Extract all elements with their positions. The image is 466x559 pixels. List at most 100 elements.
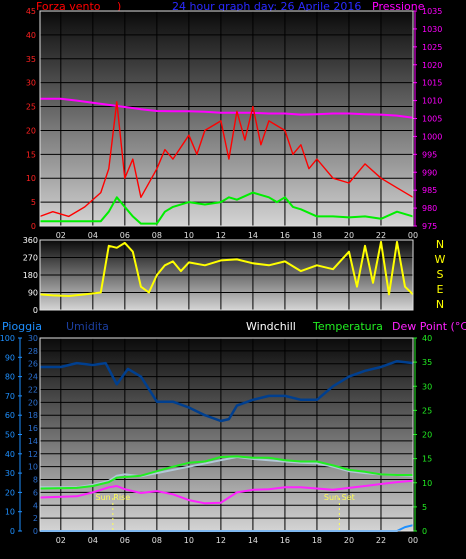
y-tick-label: 0	[31, 222, 36, 231]
rain-axis: 0 10 20 30 40 50 60 70 80 90 100	[0, 334, 22, 536]
x-tick-label: 02	[56, 231, 66, 240]
rain-tick-label: 20	[5, 488, 15, 497]
x-tick-label: 10	[184, 231, 194, 240]
sun-rise-label: Sun Rise	[96, 493, 131, 502]
y-right-tick-label: 985	[422, 186, 437, 195]
temperature-series-line	[39, 455, 413, 490]
wind-pressure-panel	[40, 11, 413, 226]
chart-title: 24 hour graph day: 26 Aprile 2016	[172, 0, 361, 13]
y-tick-label: 0	[33, 306, 38, 315]
y-tick-label: 4	[33, 501, 38, 510]
x-tick-label: 22	[376, 231, 386, 240]
y-right-tick-label: 1000	[422, 132, 442, 141]
rain-tick-label: 70	[5, 392, 15, 401]
x-tick-label: 00	[408, 231, 418, 240]
wind-speed-unit: )	[117, 0, 121, 13]
x-tick-label: 14	[248, 536, 258, 545]
x-tick-label: 16	[280, 536, 290, 545]
y-right-tick-label: 1030	[422, 25, 442, 34]
gust-series-line	[40, 191, 414, 225]
y-tick-label: 18	[28, 411, 38, 420]
x-tick-label: 06	[120, 231, 130, 240]
pressure-label: Pressione	[372, 0, 425, 13]
pressure-axis: 975 980 985 990 995 1000 1005 1010 1015 1020 1025 1…	[413, 7, 442, 231]
wind-series-line	[39, 101, 414, 218]
y-right-tick-label: 1015	[422, 79, 442, 88]
rain-tick-label: 10	[5, 508, 15, 517]
wind-speed-label: Forza vento	[36, 0, 101, 13]
dewpoint-legend: Dew Point (°C)	[392, 320, 466, 333]
humidity-legend: Umidita	[66, 320, 109, 333]
y-right-tick-label: 15	[422, 455, 432, 464]
compass-letter: E	[437, 283, 444, 296]
y-tick-label: 25	[26, 103, 36, 112]
humidity-series-line	[40, 359, 414, 423]
sun-set-label: Sun Set	[324, 493, 355, 502]
wind-direction-axis: 0 90 180 270 360	[23, 236, 38, 315]
x-tick-label: 10	[184, 536, 194, 545]
pressure-series-line	[40, 97, 414, 119]
rain-tick-label: 0	[10, 527, 15, 536]
y-right-tick-label: 10	[422, 479, 432, 488]
x-tick-label: 08	[152, 231, 162, 240]
y-tick-label: 14	[28, 437, 38, 446]
wind-pressure-x-axis: 02 04 06 08 10 12 14 16 18 20 22 00	[56, 231, 418, 240]
x-tick-label: 00	[408, 536, 418, 545]
x-tick-label: 04	[88, 231, 98, 240]
rain-tick-label: 40	[5, 450, 15, 459]
y-right-tick-label: 980	[422, 204, 437, 213]
x-tick-label: 20	[344, 231, 354, 240]
y-right-tick-label: 1035	[422, 7, 442, 16]
y-right-tick-label: 1010	[422, 97, 442, 106]
y-tick-label: 270	[23, 254, 38, 263]
temperature-x-axis: 02 04 06 08 10 12 14 16 18 20 22 00	[56, 536, 418, 545]
direction-series-line	[39, 240, 414, 297]
wind-pressure-series	[39, 97, 414, 225]
rain-tick-label: 60	[5, 411, 15, 420]
temperature-grid	[40, 337, 414, 532]
y-right-tick-label: 1005	[422, 115, 442, 124]
rain-tick-label: 80	[5, 373, 15, 382]
y-tick-label: 20	[26, 126, 36, 135]
y-right-tick-label: 1025	[422, 43, 442, 52]
windchill-legend: Windchill	[246, 320, 296, 333]
x-tick-label: 20	[344, 536, 354, 545]
x-tick-label: 02	[56, 536, 66, 545]
temperature-frame	[39, 337, 414, 532]
x-tick-label: 22	[376, 536, 386, 545]
y-tick-label: 28	[28, 347, 38, 356]
y-tick-label: 35	[26, 55, 36, 64]
y-right-tick-label: 990	[422, 168, 437, 177]
rain-tick-label: 30	[5, 469, 15, 478]
x-tick-label: 16	[280, 231, 290, 240]
y-tick-label: 30	[28, 334, 38, 343]
y-tick-label: 2	[33, 514, 38, 523]
y-tick-label: 0	[33, 527, 38, 536]
y-tick-label: 40	[26, 31, 36, 40]
temperature-panel	[40, 338, 413, 531]
x-tick-label: 18	[312, 536, 322, 545]
y-tick-label: 20	[28, 398, 38, 407]
compass-letter: N	[436, 298, 444, 311]
wind-speed-axis: 0 5 10 15 20 25 30 35 40 45	[26, 7, 36, 231]
y-tick-label: 45	[26, 7, 36, 16]
rain-tick-label: 90	[5, 353, 15, 362]
y-tick-label: 30	[26, 79, 36, 88]
y-tick-label: 10	[26, 174, 36, 183]
y-tick-label: 15	[26, 150, 36, 159]
x-tick-label: 08	[152, 536, 162, 545]
y-tick-label: 16	[28, 424, 38, 433]
y-tick-label: 5	[31, 198, 36, 207]
x-tick-label: 12	[216, 536, 226, 545]
y-right-tick-label: 35	[422, 358, 432, 367]
wind-pressure-frame	[39, 10, 414, 227]
dewpoint-series-line	[39, 479, 414, 505]
y-right-tick-label: 25	[422, 406, 432, 415]
wind-direction-series	[39, 240, 414, 297]
x-tick-label: 12	[216, 231, 226, 240]
y-right-tick-label: 30	[422, 382, 432, 391]
x-tick-label: 18	[312, 231, 322, 240]
